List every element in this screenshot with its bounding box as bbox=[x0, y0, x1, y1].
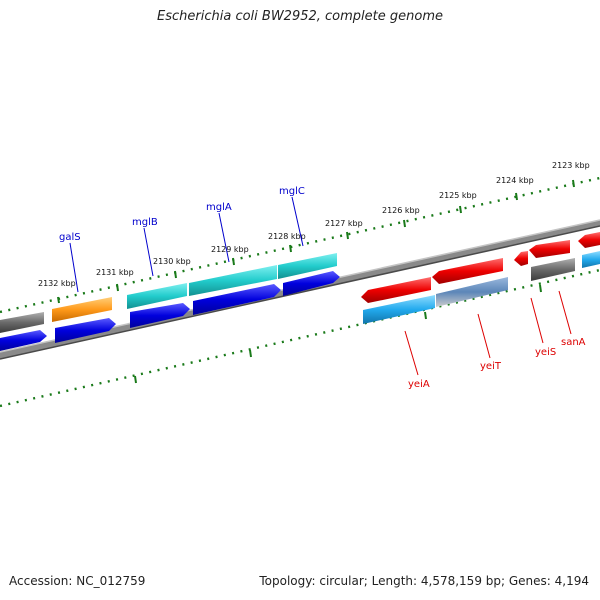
inner-major-tick bbox=[424, 311, 427, 320]
gene-label-yeia: yeiA bbox=[408, 379, 430, 390]
major-tick bbox=[572, 179, 575, 188]
cds-track-upper bbox=[0, 253, 337, 333]
gene-label-yeit: yeiT bbox=[480, 361, 502, 372]
major-tick bbox=[232, 257, 235, 266]
outer-major-ticks bbox=[57, 179, 575, 304]
backbone-shadow bbox=[0, 225, 600, 360]
leader-line-sana bbox=[558, 290, 572, 335]
tick-label-2127: 2127 kbp bbox=[325, 219, 363, 228]
cds-orange-gals bbox=[52, 297, 112, 322]
leader-line-mglb bbox=[143, 227, 154, 277]
leader-line-mglc bbox=[291, 196, 304, 247]
cds-blue-1 bbox=[0, 330, 47, 351]
leader-line-mgla bbox=[218, 212, 230, 263]
tick-label-2123: 2123 kbp bbox=[552, 161, 590, 170]
cds-track-blue bbox=[0, 271, 340, 351]
major-tick bbox=[289, 244, 292, 253]
tick-label-2129: 2129 kbp bbox=[211, 245, 249, 254]
outer-scale-line bbox=[0, 176, 600, 314]
inner-major-tick bbox=[134, 375, 137, 384]
major-tick bbox=[174, 270, 177, 279]
cds-track-reverse bbox=[361, 232, 600, 324]
cds-red-yeit bbox=[432, 258, 503, 284]
inner-scale-line bbox=[0, 268, 600, 408]
leader-line-gals bbox=[69, 242, 79, 293]
cds-steel-1 bbox=[436, 277, 508, 307]
genome-title: Escherichia coli BW2952, complete genome bbox=[157, 9, 443, 24]
genome-stats-text: Topology: circular; Length: 4,578,159 bp… bbox=[259, 574, 589, 588]
leader-line-yeis bbox=[530, 297, 544, 344]
gene-labels-reverse: yeiA yeiT yeiS sanA bbox=[404, 290, 586, 390]
major-tick bbox=[346, 231, 349, 240]
tick-label-2128: 2128 kbp bbox=[268, 232, 306, 241]
tick-label-2131: 2131 kbp bbox=[96, 268, 134, 277]
major-tick bbox=[403, 219, 406, 228]
tick-label-2125: 2125 kbp bbox=[439, 191, 477, 200]
major-tick bbox=[459, 205, 462, 214]
leader-line-yeia bbox=[404, 330, 419, 376]
major-tick bbox=[515, 192, 518, 201]
cds-red-yeis bbox=[529, 240, 570, 258]
cds-blue-5 bbox=[283, 271, 340, 296]
gene-label-mglc: mglC bbox=[279, 186, 305, 197]
major-tick bbox=[57, 296, 60, 304]
tick-label-2130: 2130 kbp bbox=[153, 257, 191, 266]
cds-sky-2 bbox=[582, 251, 600, 268]
gene-labels-forward: galS mglB mglA mglC bbox=[59, 186, 305, 293]
gene-label-gals: galS bbox=[59, 232, 81, 243]
tick-label-2126: 2126 kbp bbox=[382, 206, 420, 215]
major-tick bbox=[116, 283, 119, 292]
cds-blue-3 bbox=[130, 303, 190, 328]
gene-label-mglb: mglB bbox=[132, 217, 158, 228]
cds-red-sana bbox=[578, 232, 600, 248]
cds-blue-2 bbox=[55, 318, 116, 343]
cds-sky-1 bbox=[363, 295, 435, 324]
inner-scale bbox=[0, 268, 600, 408]
cds-gray-right bbox=[531, 258, 575, 281]
cds-cyan-mglc bbox=[278, 253, 337, 279]
gene-label-mgla: mglA bbox=[206, 202, 232, 213]
tick-label-2124: 2124 kbp bbox=[496, 176, 534, 185]
cds-cyan-mglb bbox=[127, 283, 187, 309]
accession-text: Accession: NC_012759 bbox=[9, 574, 146, 588]
cds-gray-left-upper bbox=[0, 312, 44, 333]
inner-major-tick bbox=[539, 284, 542, 293]
leader-line-yeit bbox=[477, 313, 491, 359]
gene-label-yeis: yeiS bbox=[535, 347, 556, 358]
cds-red-yeia bbox=[361, 277, 431, 303]
tick-label-2132: 2132 kbp bbox=[38, 279, 76, 288]
inner-major-tick bbox=[249, 349, 252, 358]
outer-scale: 2132 kbp 2131 kbp 2130 kbp 2129 kbp 2128… bbox=[0, 161, 600, 314]
gene-label-sana: sanA bbox=[561, 337, 586, 348]
cds-red-small bbox=[514, 251, 528, 266]
cds-blue-4 bbox=[193, 284, 281, 315]
cds-cyan-mgla bbox=[189, 265, 277, 296]
